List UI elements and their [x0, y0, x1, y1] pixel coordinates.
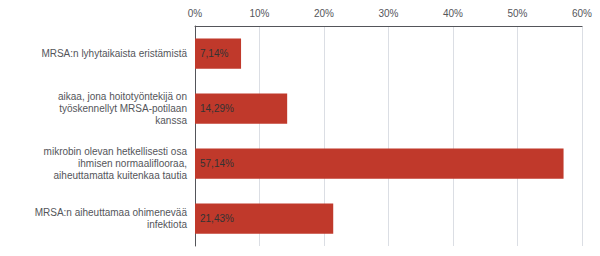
svg-text:MRSA:n lyhytaikaista eristämis: MRSA:n lyhytaikaista eristämistä	[41, 48, 187, 59]
svg-text:7,14%: 7,14%	[200, 48, 228, 59]
svg-text:aiheuttamatta kuitenkaa tautia: aiheuttamatta kuitenkaa tautia	[54, 170, 188, 181]
svg-text:ihmisen normaaliflooraa,: ihmisen normaaliflooraa,	[78, 158, 187, 169]
svg-text:aikaa, jona hoitotyöntekijä on: aikaa, jona hoitotyöntekijä on	[58, 91, 187, 102]
svg-text:kanssa: kanssa	[155, 115, 187, 126]
svg-text:työskennellyt MRSA-potilaan: työskennellyt MRSA-potilaan	[59, 103, 187, 114]
svg-text:60%: 60%	[572, 8, 592, 19]
svg-text:21,43%: 21,43%	[200, 213, 234, 224]
svg-text:40%: 40%	[443, 8, 463, 19]
svg-text:14,29%: 14,29%	[200, 103, 234, 114]
svg-text:0%: 0%	[188, 8, 203, 19]
svg-text:20%: 20%	[314, 8, 334, 19]
svg-text:57,14%: 57,14%	[200, 158, 234, 169]
svg-text:30%: 30%	[378, 8, 398, 19]
svg-text:infektiota: infektiota	[147, 219, 187, 230]
svg-text:MRSA:n aiheuttamaa ohimenevää: MRSA:n aiheuttamaa ohimenevää	[35, 207, 188, 218]
svg-text:mikrobin olevan hetkellisesti: mikrobin olevan hetkellisesti osa	[44, 146, 188, 157]
svg-text:10%: 10%	[249, 8, 269, 19]
svg-text:50%: 50%	[507, 8, 527, 19]
